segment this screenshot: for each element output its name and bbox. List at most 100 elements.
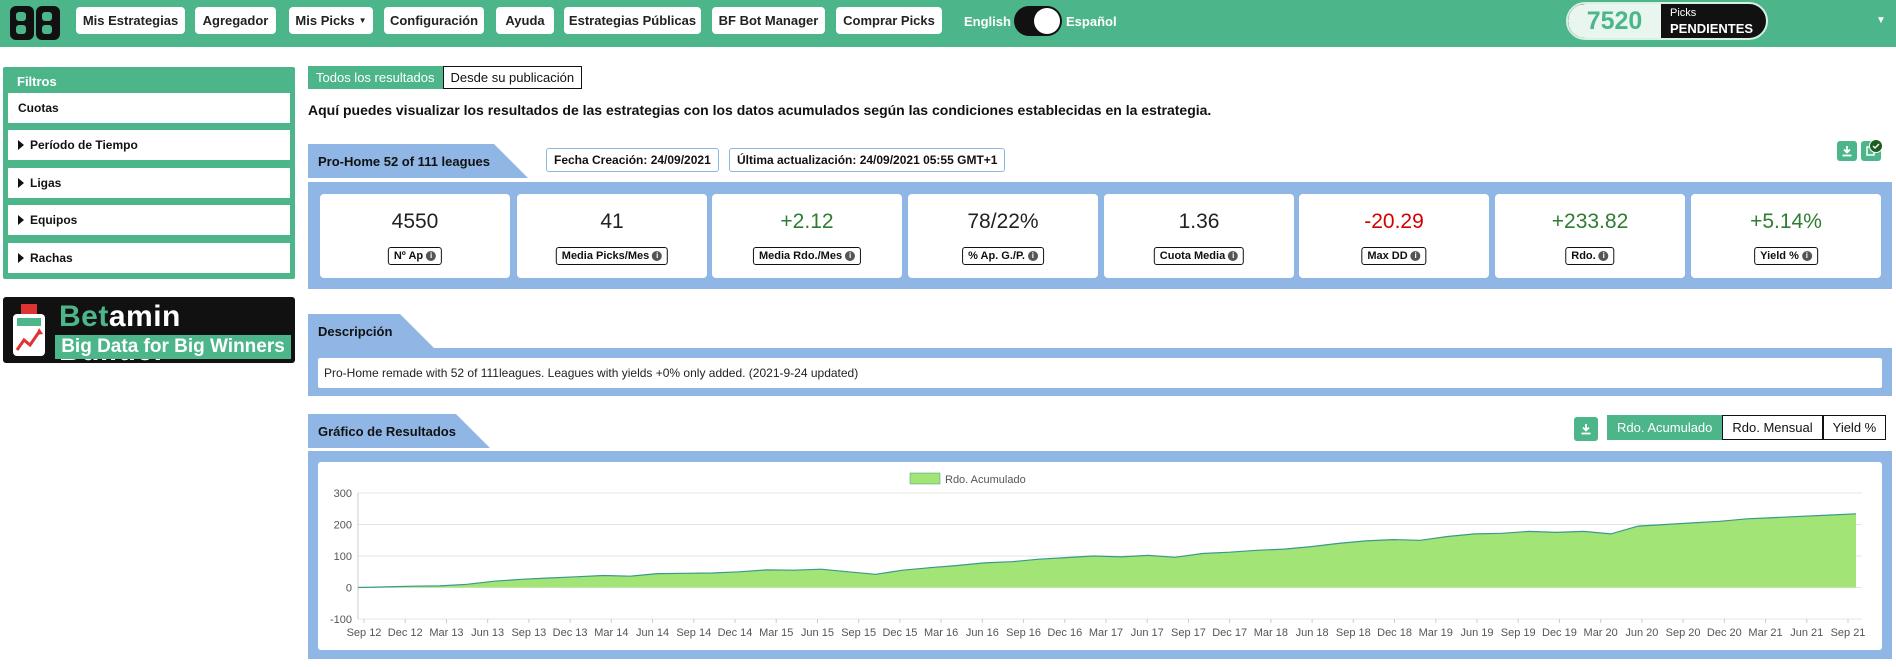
caret-right-icon [18,178,24,188]
stat-card-cuota-media: 1.36 Cuota Media i [1104,194,1294,278]
x-tick-label: Sep 18 [1336,627,1371,639]
info-icon: i [1410,251,1421,261]
info-icon: i [1598,251,1609,261]
nav-mis-estrategias-button[interactable]: Mis Estrategias [76,7,185,34]
stat-card-media-rdo: +2.12 Media Rdo./Mes i [712,194,902,278]
info-icon: i [1228,251,1239,261]
x-tick-label: Dec 15 [882,627,917,639]
chart-download-icon[interactable] [1574,417,1598,441]
stat-card-media-picks: 41 Media Picks/Mes i [517,194,707,278]
stat-card-max-dd: -20.29 Max DD i [1299,194,1489,278]
download-icon[interactable] [1837,141,1857,161]
caret-right-icon [18,215,24,225]
stat-value: 4550 [391,210,439,233]
pending-picks-label-1: Picks [1670,7,1697,19]
lang-spanish-label[interactable]: Español [1066,14,1117,29]
chart-rdo-acumulado-button[interactable]: Rdo. Acumulado [1607,415,1723,440]
x-tick-label: Mar 16 [924,627,958,639]
stat-value: -20.29 [1364,210,1424,233]
filter-ligas[interactable]: Ligas [8,168,290,198]
x-tick-label: Dec 20 [1707,627,1742,639]
tab-desde-publicacion[interactable]: Desde su publicación [442,66,583,89]
chart-type-buttons: Rdo. Acumulado Rdo. Mensual Yield % [1607,415,1887,440]
check-badge-icon [1869,139,1883,153]
stat-label[interactable]: Media Picks/Mes i [555,247,669,265]
stat-label[interactable]: Rdo. i [1565,247,1615,265]
pending-picks-badge[interactable]: 7520 Picks PENDIENTES [1566,2,1768,40]
filters-title: Filtros [17,74,57,89]
nav-mis-picks-button[interactable]: Mis Picks ▼ [289,7,373,34]
stat-value: 1.36 [1178,210,1220,233]
x-tick-label: Dec 17 [1212,627,1247,639]
x-tick-label: Sep 20 [1666,627,1701,639]
filter-periodo-label: Período de Tiempo [30,138,138,152]
filter-cuotas[interactable]: Cuotas [8,93,290,123]
filter-cuotas-label: Cuotas [18,101,59,115]
filter-equipos[interactable]: Equipos [8,205,290,235]
description-tab: Descripción [308,314,434,348]
betamin-logo[interactable] [8,4,64,42]
betamin-builder-banner[interactable]: Betamin Builder Big Data for Big Winners [3,297,295,363]
language-toggle[interactable] [1014,6,1062,36]
nav-ayuda-button[interactable]: Ayuda [496,7,554,34]
x-tick-label: Jun 16 [966,627,999,639]
stat-label[interactable]: Cuota Media i [1153,247,1245,265]
stat-label[interactable]: % Ap. G./P. i [962,247,1044,265]
x-tick-label: Sep 17 [1171,627,1206,639]
stat-label[interactable]: Yield % i [1754,247,1818,265]
x-tick-label: Jun 14 [636,627,669,639]
x-tick-label: Mar 13 [429,627,463,639]
series-line [357,513,1857,589]
stat-card-num-ap: 4550 Nº Ap i [320,194,510,278]
y-tick-label: 300 [334,488,352,500]
x-tick-label: Sep 12 [347,627,382,639]
nav-bf-bot-manager-button[interactable]: BF Bot Manager [712,7,825,34]
info-icon: i [1027,251,1038,261]
x-tick-label: Sep 19 [1501,627,1536,639]
info-icon: i [1801,251,1812,261]
stat-label[interactable]: Media Rdo./Mes i [752,247,862,265]
x-tick-label: Sep 16 [1006,627,1041,639]
stat-value: 78/22% [967,210,1039,233]
chart-section-tab: Gráfico de Resultados [308,414,490,448]
chart-rdo-mensual-button[interactable]: Rdo. Mensual [1722,415,1823,440]
x-tick-label: Mar 18 [1254,627,1288,639]
filter-periodo[interactable]: Período de Tiempo [8,130,290,160]
created-date: Fecha Creación: 24/09/2021 [546,148,719,172]
description-text: Pro-Home remade with 52 of 111leagues. L… [318,358,1882,388]
nav-configuracion-button[interactable]: Configuración [384,7,484,34]
nav-comprar-picks-button[interactable]: Comprar Picks [836,7,942,34]
stat-card-yield: +5.14% Yield % i [1691,194,1881,278]
info-icon: i [652,251,663,261]
brand-tagline: Big Data for Big Winners [55,335,291,359]
updated-date: Última actualización: 24/09/2021 05:55 G… [729,148,1006,172]
bottle-chart-icon [13,304,45,356]
x-tick-label: Dec 18 [1377,627,1412,639]
stats-panel: 4550 Nº Ap i 41 Media Picks/Mes i +2.12 Me… [308,182,1892,289]
stat-card-ap-gp: 78/22% % Ap. G./P. i [908,194,1098,278]
chart-panel: 300 200 100 0 -100 Sep 12 Dec 12 Mar 13 Jun 13 Se… [308,451,1892,659]
filter-rachas[interactable]: Rachas [8,243,290,273]
series-area [358,513,1856,588]
x-tick-label: Dec 13 [553,627,588,639]
caret-right-icon [18,140,24,150]
tab-todos-resultados[interactable]: Todos los resultados [308,66,443,89]
caret-right-icon [18,253,24,263]
stat-label[interactable]: Nº Ap i [387,247,443,265]
legend-swatch [909,472,941,485]
user-menu-chevron-icon[interactable]: ▼ [1876,15,1886,26]
nav-agregador-button[interactable]: Agregador [195,7,276,34]
chart-yield-button[interactable]: Yield % [1822,415,1887,440]
y-tick-label: -100 [330,614,352,626]
pending-picks-count: 7520 [1568,4,1661,38]
nav-estrategias-publicas-button[interactable]: Estrategias Públicas [564,7,701,34]
info-icon: i [845,251,856,261]
stat-value: +2.12 [780,210,834,233]
intro-text: Aquí puedes visualizar los resultados de… [308,102,1212,118]
stat-value: +5.14% [1750,210,1822,233]
x-tick-label: Sep 14 [676,627,711,639]
stat-value: +233.82 [1551,210,1629,233]
stat-label[interactable]: Max DD i [1361,247,1427,265]
y-tick-label: 200 [334,520,352,532]
lang-english-label[interactable]: English [964,14,1011,29]
